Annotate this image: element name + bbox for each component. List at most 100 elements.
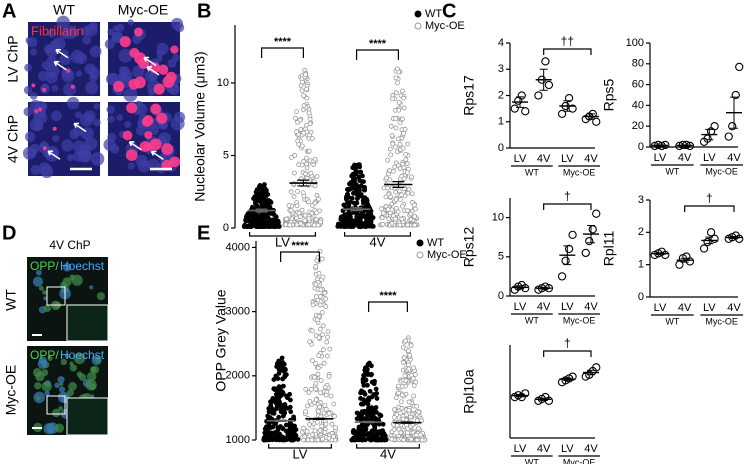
y-tick-label: 80 xyxy=(632,58,644,70)
point xyxy=(288,189,294,195)
point xyxy=(306,148,312,154)
significance-bracket xyxy=(543,350,592,357)
row-label: LV ChP xyxy=(5,35,21,82)
point xyxy=(396,107,402,113)
point xyxy=(264,424,270,429)
nucleus xyxy=(29,91,38,100)
point xyxy=(389,133,395,138)
point xyxy=(303,72,308,77)
point xyxy=(399,203,405,209)
point xyxy=(369,379,375,385)
x-tick-label: LV xyxy=(654,152,667,164)
x-tick-label: 4V xyxy=(727,152,741,164)
point xyxy=(412,214,418,219)
error-bar xyxy=(255,208,268,213)
point xyxy=(323,296,329,302)
nucleolus xyxy=(122,130,133,141)
point xyxy=(322,430,328,435)
point xyxy=(326,435,332,441)
x-tick-label: LV xyxy=(561,443,574,455)
category-bracket xyxy=(356,444,420,449)
point xyxy=(362,187,367,193)
point xyxy=(313,264,319,269)
tissue xyxy=(58,406,63,411)
column-label: WT xyxy=(53,2,75,18)
point xyxy=(293,115,298,121)
y-tick-label: 4 xyxy=(498,37,504,49)
point xyxy=(389,436,395,442)
point xyxy=(302,218,308,224)
x-tick-label: 4V xyxy=(380,446,396,461)
point xyxy=(592,117,601,126)
point xyxy=(331,401,337,407)
nucleus xyxy=(127,162,136,170)
point xyxy=(402,373,408,379)
point xyxy=(374,396,380,401)
point xyxy=(309,358,315,363)
point xyxy=(408,343,414,349)
point xyxy=(365,223,371,229)
point xyxy=(295,189,300,194)
legend-marker xyxy=(416,239,424,247)
point xyxy=(354,410,360,416)
y-tick-label: 0 xyxy=(498,290,504,302)
point xyxy=(406,186,412,192)
micrograph xyxy=(27,346,109,436)
nucleus xyxy=(135,125,147,136)
point xyxy=(303,386,309,392)
y-tick-label: 40 xyxy=(632,99,644,111)
nucleus xyxy=(74,111,82,119)
point xyxy=(271,377,277,382)
error-bar xyxy=(656,252,664,256)
nucleus xyxy=(174,22,185,33)
point xyxy=(557,109,567,119)
nucleus xyxy=(64,25,78,39)
tissue xyxy=(73,352,86,365)
point xyxy=(276,359,282,365)
point xyxy=(352,162,357,168)
point xyxy=(703,237,712,247)
x-tick-label: LV xyxy=(293,446,308,461)
point xyxy=(275,376,281,381)
y-tick-label: 3 xyxy=(638,194,644,206)
significance-bracket xyxy=(368,301,408,312)
nucleolus xyxy=(169,156,181,168)
point xyxy=(303,171,308,177)
tissue xyxy=(60,281,67,288)
point xyxy=(397,410,403,416)
point xyxy=(361,432,366,438)
nucleus xyxy=(116,113,124,121)
nucleus xyxy=(84,23,98,37)
point xyxy=(392,185,398,191)
y-tick-label: 2000 xyxy=(226,370,250,382)
tissue xyxy=(44,390,50,397)
point xyxy=(323,421,329,427)
nucleus xyxy=(127,19,134,26)
point xyxy=(262,187,268,192)
point xyxy=(257,223,263,229)
arrow xyxy=(73,122,87,133)
point xyxy=(295,138,301,144)
nucleus xyxy=(83,110,96,122)
tissue xyxy=(64,353,70,359)
tissue xyxy=(85,379,97,391)
nucleolus xyxy=(158,64,169,75)
error-bar xyxy=(539,286,548,290)
point xyxy=(394,80,400,86)
point xyxy=(277,364,283,370)
point xyxy=(272,224,278,229)
point xyxy=(405,222,411,228)
point xyxy=(412,372,418,377)
nucleolus xyxy=(70,84,75,89)
nucleus xyxy=(107,132,117,142)
tissue xyxy=(69,274,76,281)
point xyxy=(270,435,276,441)
nucleolus xyxy=(126,102,138,114)
point xyxy=(405,430,410,436)
point xyxy=(403,157,409,162)
nucleus xyxy=(56,15,70,29)
point xyxy=(321,410,327,416)
point xyxy=(366,361,371,367)
nucleus xyxy=(134,103,148,116)
tissue xyxy=(95,357,102,364)
